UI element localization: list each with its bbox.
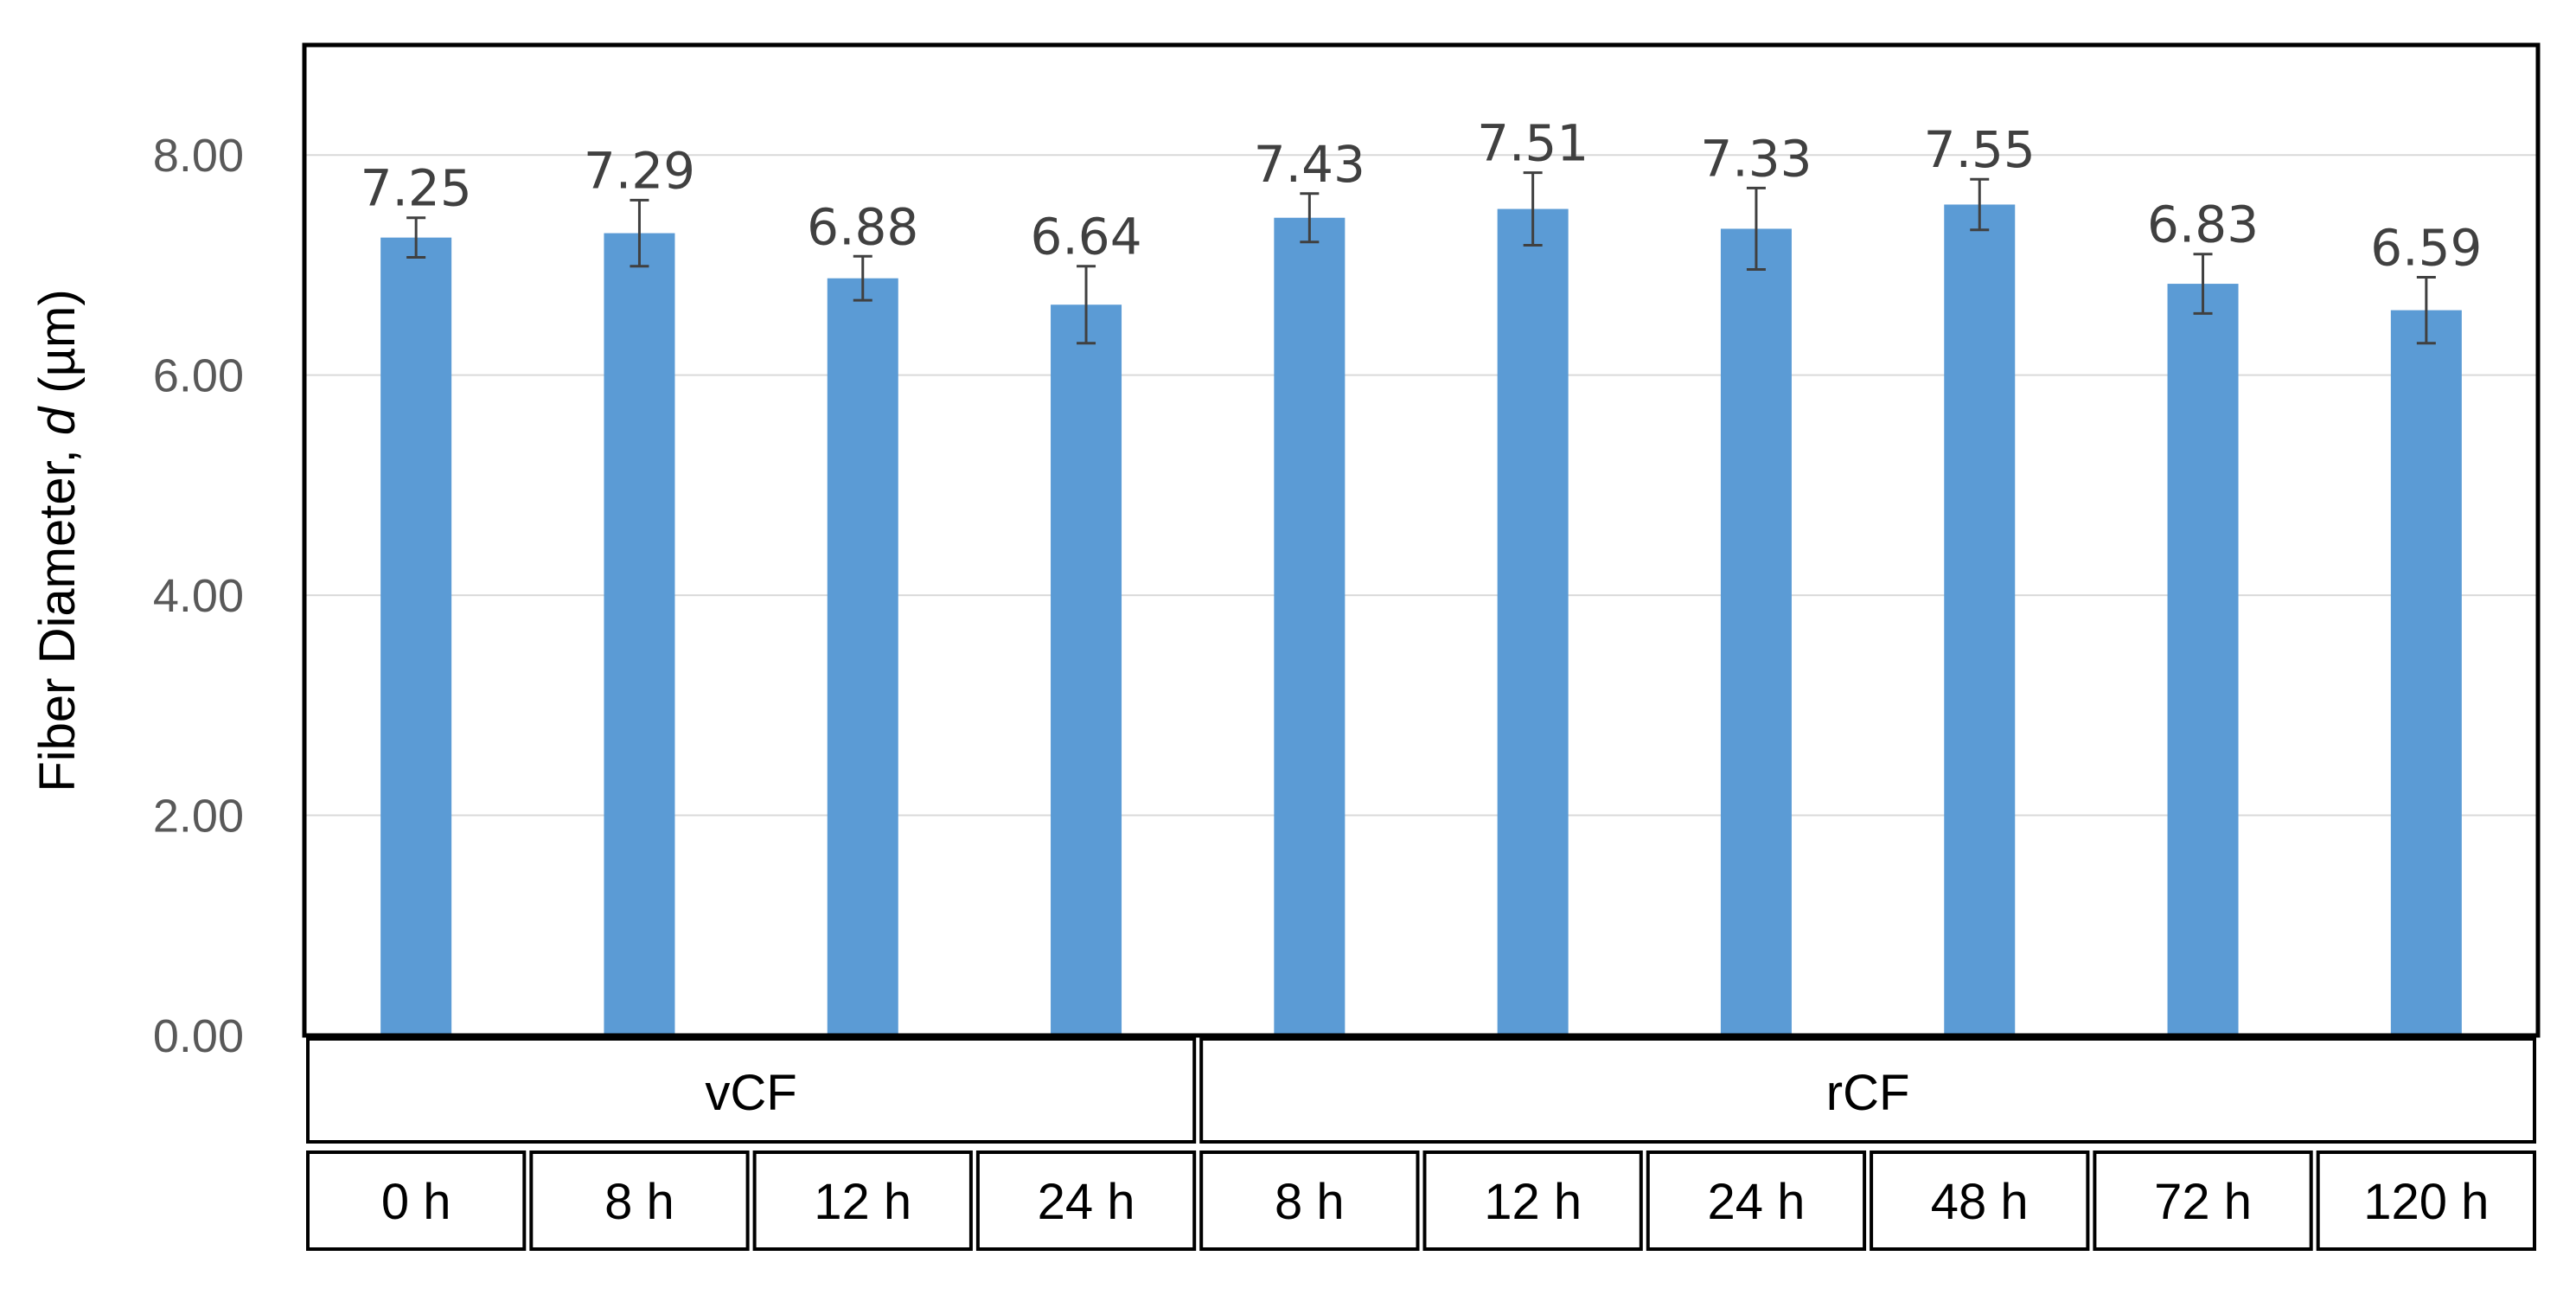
category-label: 0 h	[381, 1174, 451, 1230]
category-box	[306, 1150, 527, 1251]
bar	[1497, 208, 1569, 1036]
data-label: 7.51	[1477, 114, 1588, 173]
bar	[2390, 310, 2462, 1035]
category-label: 8 h	[1275, 1174, 1345, 1230]
bar	[2167, 284, 2239, 1035]
data-label: 6.64	[1030, 208, 1141, 266]
category-box	[1646, 1150, 1867, 1251]
data-label: 7.55	[1924, 120, 2036, 179]
category-box	[1422, 1150, 1643, 1251]
y-axis-label-unit: (µm)	[29, 289, 86, 407]
plot-area-frame	[302, 42, 2541, 1038]
group-label: vCF	[705, 1065, 796, 1121]
category-box	[2316, 1150, 2536, 1251]
category-label: 12 h	[814, 1174, 911, 1230]
category-label: 24 h	[1708, 1174, 1806, 1230]
error-bar	[630, 198, 649, 268]
y-tick-label: 4.00	[153, 570, 244, 622]
category-label: 24 h	[1038, 1174, 1135, 1230]
bar	[827, 278, 898, 1035]
data-label: 7.33	[1700, 129, 1812, 188]
category-label: 72 h	[2154, 1174, 2252, 1230]
error-bar	[1077, 265, 1096, 345]
group-box	[1199, 1037, 2536, 1144]
category-box	[529, 1150, 750, 1251]
y-axis-label-prefix: Fiber Diameter,	[29, 435, 86, 792]
data-label: 6.83	[2147, 195, 2259, 254]
category-label: 12 h	[1484, 1174, 1582, 1230]
error-bar	[2416, 275, 2436, 345]
bar	[1274, 217, 1346, 1035]
error-bar	[2193, 253, 2213, 315]
category-label: 8 h	[604, 1174, 674, 1230]
group-label: rCF	[1826, 1065, 1910, 1121]
error-bar	[1523, 171, 1543, 247]
group-box	[306, 1037, 1197, 1144]
data-label: 6.59	[2370, 218, 2482, 277]
category-box	[1199, 1150, 1420, 1251]
category-label: 48 h	[1931, 1174, 2029, 1230]
y-tick-label: 0.00	[153, 1010, 244, 1062]
category-box	[975, 1150, 1197, 1251]
category-box	[2093, 1150, 2313, 1251]
bar	[380, 237, 452, 1035]
y-axis-label: Fiber Diameter, d (µm)	[29, 289, 86, 791]
error-bar	[853, 254, 873, 302]
data-label: 7.25	[361, 159, 472, 218]
error-bar	[1746, 186, 1766, 272]
y-axis-label-variable: d	[29, 406, 86, 435]
y-tick-label: 2.00	[153, 791, 244, 843]
bar	[604, 233, 675, 1035]
category-label: 120 h	[2363, 1174, 2489, 1230]
bar	[1720, 228, 1792, 1035]
error-bar	[1300, 192, 1320, 244]
error-bar	[406, 216, 426, 260]
y-tick-label: 8.00	[153, 130, 244, 182]
data-label: 6.88	[807, 197, 918, 256]
bar	[1051, 304, 1122, 1035]
category-box	[752, 1150, 973, 1251]
y-tick-label: 6.00	[153, 350, 244, 402]
error-bar	[1970, 177, 1990, 232]
category-box	[1870, 1150, 2090, 1251]
bar	[1944, 204, 2016, 1035]
data-label: 7.29	[584, 141, 695, 200]
data-label: 7.43	[1254, 135, 1365, 194]
